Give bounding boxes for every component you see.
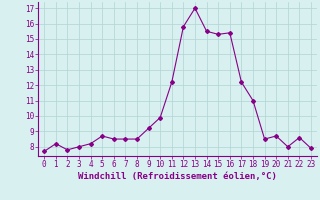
X-axis label: Windchill (Refroidissement éolien,°C): Windchill (Refroidissement éolien,°C)	[78, 172, 277, 181]
